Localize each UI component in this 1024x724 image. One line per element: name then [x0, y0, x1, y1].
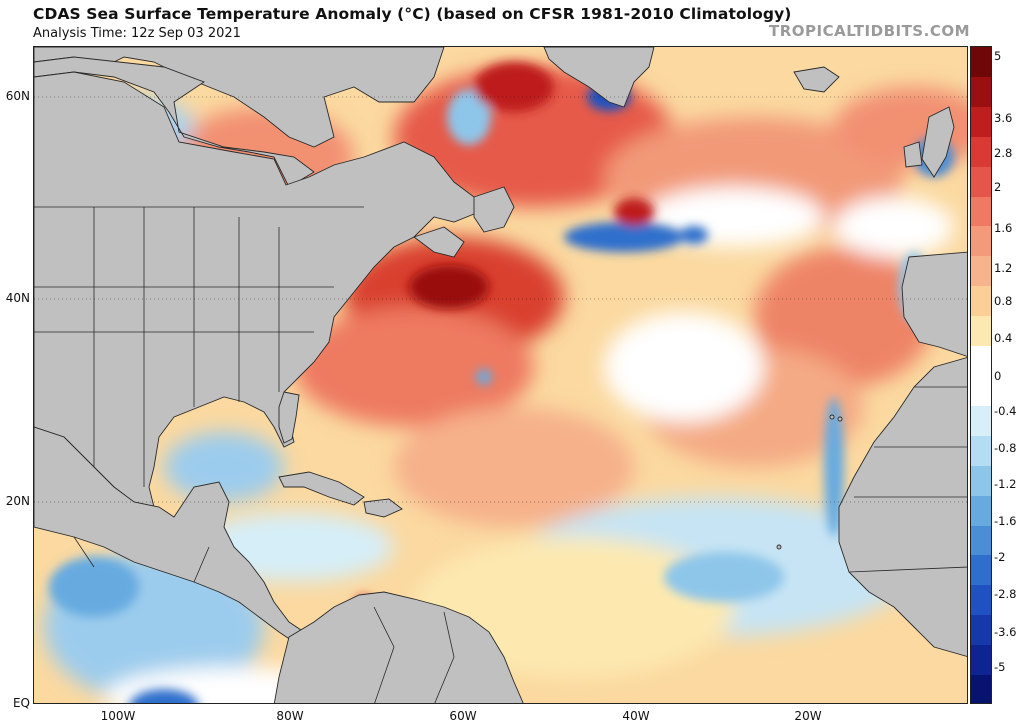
- colorbar-segment: [971, 675, 991, 703]
- lon-label-60w: 60W: [449, 709, 477, 723]
- colorbar-tick-label: -2: [994, 550, 1006, 564]
- colorbar-segment: [971, 405, 991, 437]
- colorbar-tick-label: -1.6: [994, 514, 1017, 528]
- brand-watermark: TROPICALTIDBITS.COM: [769, 22, 970, 40]
- lon-label-20w: 20W: [794, 709, 822, 723]
- colorbar-segment: [971, 495, 991, 527]
- colorbar-segment: [971, 136, 991, 168]
- colorbar-segment: [971, 316, 991, 347]
- colorbar-segment: [971, 76, 991, 108]
- colorbar-tick-label: 5: [994, 49, 1002, 63]
- colorbar-segment: [971, 435, 991, 467]
- colorbar-segment: [971, 106, 991, 138]
- anomaly-field: [34, 47, 967, 703]
- colorbar-segment: [971, 645, 991, 676]
- colorbar-tick-label: 1.6: [994, 221, 1013, 235]
- lon-label-100w: 100W: [100, 709, 136, 723]
- lon-label-40w: 40W: [622, 709, 650, 723]
- colorbar-tick-label: 2: [994, 180, 1002, 194]
- colorbar-tick-label: 0.8: [994, 294, 1013, 308]
- colorbar-segment: [971, 525, 991, 556]
- lat-label-60n: 60N: [5, 89, 30, 103]
- colorbar-segment: [971, 555, 991, 586]
- colorbar-segment: [971, 47, 991, 78]
- lat-label-eq: EQ: [12, 696, 30, 710]
- colorbar-segment: [971, 166, 991, 198]
- colorbar-segment: [971, 286, 991, 317]
- colorbar-segment: [971, 376, 991, 407]
- sst-anomaly-map: [33, 46, 968, 704]
- political-borders: [34, 206, 967, 703]
- colorbar-segment: [971, 226, 991, 257]
- lat-label-40n: 40N: [5, 291, 30, 305]
- colorbar-tick-label: 3.6: [994, 111, 1013, 125]
- colorbar-segment: [971, 615, 991, 646]
- lon-label-80w: 80W: [276, 709, 304, 723]
- lat-label-20n: 20N: [5, 494, 30, 508]
- colorbar-tick-label: 2.8: [994, 146, 1013, 160]
- colorbar-segment: [971, 465, 991, 497]
- analysis-time: Analysis Time: 12z Sep 03 2021: [33, 26, 241, 41]
- colorbar-tick-label: 0.4: [994, 331, 1013, 345]
- colorbar-tick-label: -1.2: [994, 477, 1017, 491]
- colorbar-tick-label: 0: [994, 369, 1002, 383]
- map-title: CDAS Sea Surface Temperature Anomaly (°C…: [33, 5, 792, 23]
- colorbar-tick-label: -2.8: [994, 587, 1017, 601]
- colorbar-tick-label: -3.6: [994, 625, 1017, 639]
- colorbar-tick-label: -5: [994, 660, 1006, 674]
- colorbar-segment: [971, 196, 991, 227]
- colorbar: [970, 46, 992, 704]
- colorbar-tick-label: -0.4: [994, 404, 1017, 418]
- colorbar-segment: [971, 256, 991, 287]
- colorbar-segment: [971, 346, 991, 377]
- colorbar-tick-label: 1.2: [994, 261, 1013, 275]
- colorbar-segment: [971, 585, 991, 616]
- colorbar-tick-label: -0.8: [994, 441, 1017, 455]
